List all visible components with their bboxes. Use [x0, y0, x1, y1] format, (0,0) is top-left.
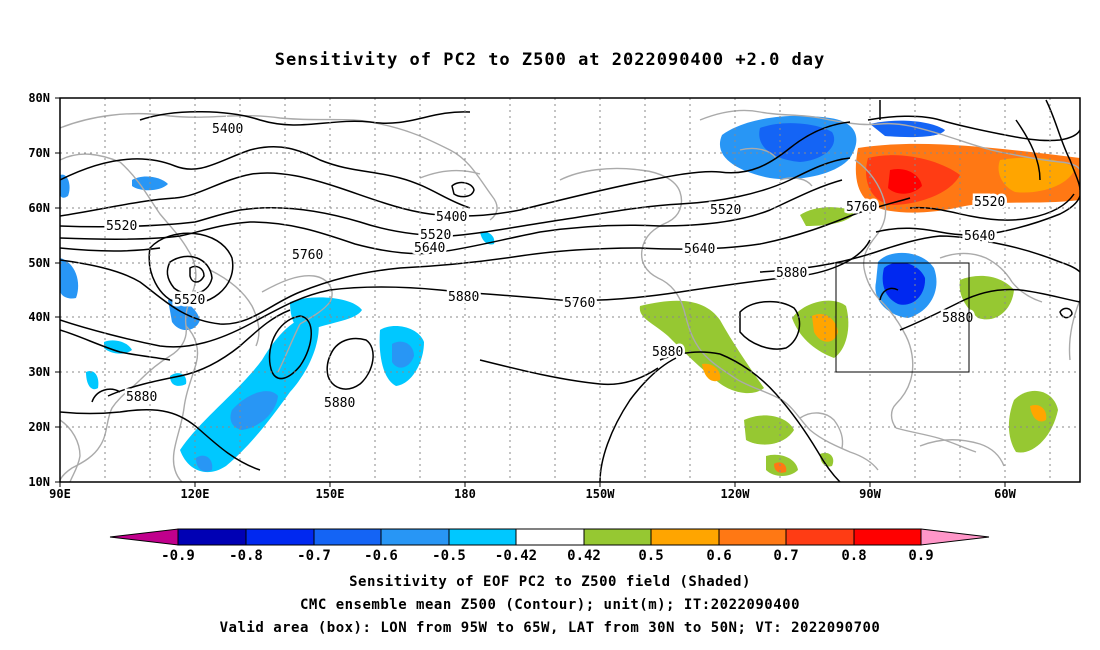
map-frame — [59, 97, 1081, 483]
latitude-label: 20N — [28, 420, 50, 434]
contour-label: 5880 — [448, 290, 479, 305]
colorbar-label: 0.7 — [773, 548, 798, 564]
contour-label: 5640 — [414, 241, 445, 256]
longitude-label: 120E — [181, 487, 210, 501]
longitude-labels: 90E 120E 150E 180 150W 120W 90W 60W — [49, 487, 1016, 501]
colorbar-bin — [313, 528, 382, 546]
z500-contours — [60, 99, 1080, 482]
colorbar-label: -0.6 — [364, 548, 398, 564]
latitude-label: 80N — [28, 91, 50, 105]
contour-label: 5520 — [974, 195, 1005, 210]
contour-label: 5520 — [710, 203, 741, 218]
longitude-label: 90E — [49, 487, 71, 501]
colorbar-label: 0.5 — [638, 548, 663, 564]
colorbar-labels: -0.9 -0.8 -0.7 -0.6 -0.5 -0.42 0.42 0.5 … — [161, 548, 934, 564]
colorbar-bin — [245, 528, 315, 546]
contour-label: 5520 — [174, 293, 205, 308]
latitude-label: 30N — [28, 365, 50, 379]
contour-label: 5760 — [292, 248, 323, 263]
colorbar-label: -0.7 — [297, 548, 331, 564]
contour-label: 5760 — [846, 200, 877, 215]
contour-label: 5760 — [564, 296, 595, 311]
contour-label: 5400 — [436, 210, 467, 225]
longitude-label: 60W — [994, 487, 1016, 501]
graticule — [60, 98, 1080, 482]
colorbar-bin — [853, 528, 922, 546]
contour-label: 5520 — [420, 228, 451, 243]
colorbar-below-triangle — [109, 528, 179, 546]
colorbar-label: -0.8 — [229, 548, 263, 564]
latitude-label: 50N — [28, 256, 50, 270]
caption-valid-area: Valid area (box): LON from 95W to 65W, L… — [219, 620, 881, 636]
contour-label: 5880 — [776, 266, 807, 281]
positive-sensitivity-shading — [639, 143, 1080, 476]
colorbar-label: -0.9 — [161, 548, 195, 564]
axis-ticks — [55, 97, 1006, 487]
coastlines — [60, 109, 1080, 482]
negative-sensitivity-shading — [60, 115, 945, 473]
longitude-label: 180 — [454, 487, 476, 501]
contour-label: 5640 — [684, 242, 715, 257]
colorbar-label: 0.9 — [908, 548, 933, 564]
latitude-label: 70N — [28, 146, 50, 160]
caption-contour: CMC ensemble mean Z500 (Contour); unit(m… — [299, 597, 800, 613]
contour-labels: 5400 5400 5520 5520 5520 5520 5640 5640 … — [104, 120, 1008, 414]
colorbar-above-triangle — [920, 528, 990, 546]
colorbar-label: 0.42 — [567, 548, 601, 564]
colorbar-bin — [718, 528, 787, 546]
colorbar-label: -0.5 — [432, 548, 466, 564]
contour-label: 5400 — [212, 122, 243, 137]
contour-label: 5880 — [652, 345, 683, 360]
longitude-label: 150W — [586, 487, 616, 501]
colorbar-bin — [785, 528, 855, 546]
valid-area-box — [835, 262, 970, 373]
contour-label: 5520 — [106, 219, 137, 234]
latitude-labels: 80N 70N 60N 50N 40N 30N 20N 10N — [28, 91, 50, 489]
colorbar-bin — [650, 528, 720, 546]
latitude-label: 60N — [28, 201, 50, 215]
contour-label: 5880 — [126, 390, 157, 405]
latitude-label: 40N — [28, 310, 50, 324]
caption-shading: Sensitivity of EOF PC2 to Z500 field (Sh… — [349, 574, 751, 590]
colorbar-bin — [583, 528, 652, 546]
longitude-label: 90W — [859, 487, 881, 501]
colorbar-label: 0.6 — [706, 548, 731, 564]
colorbar-bin — [448, 528, 517, 546]
colorbar — [109, 528, 990, 546]
latitude-label: 10N — [28, 475, 50, 489]
contour-label: 5880 — [942, 311, 973, 326]
longitude-label: 150E — [316, 487, 345, 501]
colorbar-bin — [515, 528, 585, 546]
contour-label: 5880 — [324, 396, 355, 411]
colorbar-label: -0.42 — [495, 548, 537, 564]
map-title: Sensitivity of PC2 to Z500 at 2022090400… — [274, 50, 826, 70]
longitude-label: 120W — [721, 487, 751, 501]
colorbar-label: 0.8 — [841, 548, 866, 564]
contour-label: 5640 — [964, 229, 995, 244]
colorbar-bin — [177, 528, 247, 546]
colorbar-bin — [380, 528, 450, 546]
